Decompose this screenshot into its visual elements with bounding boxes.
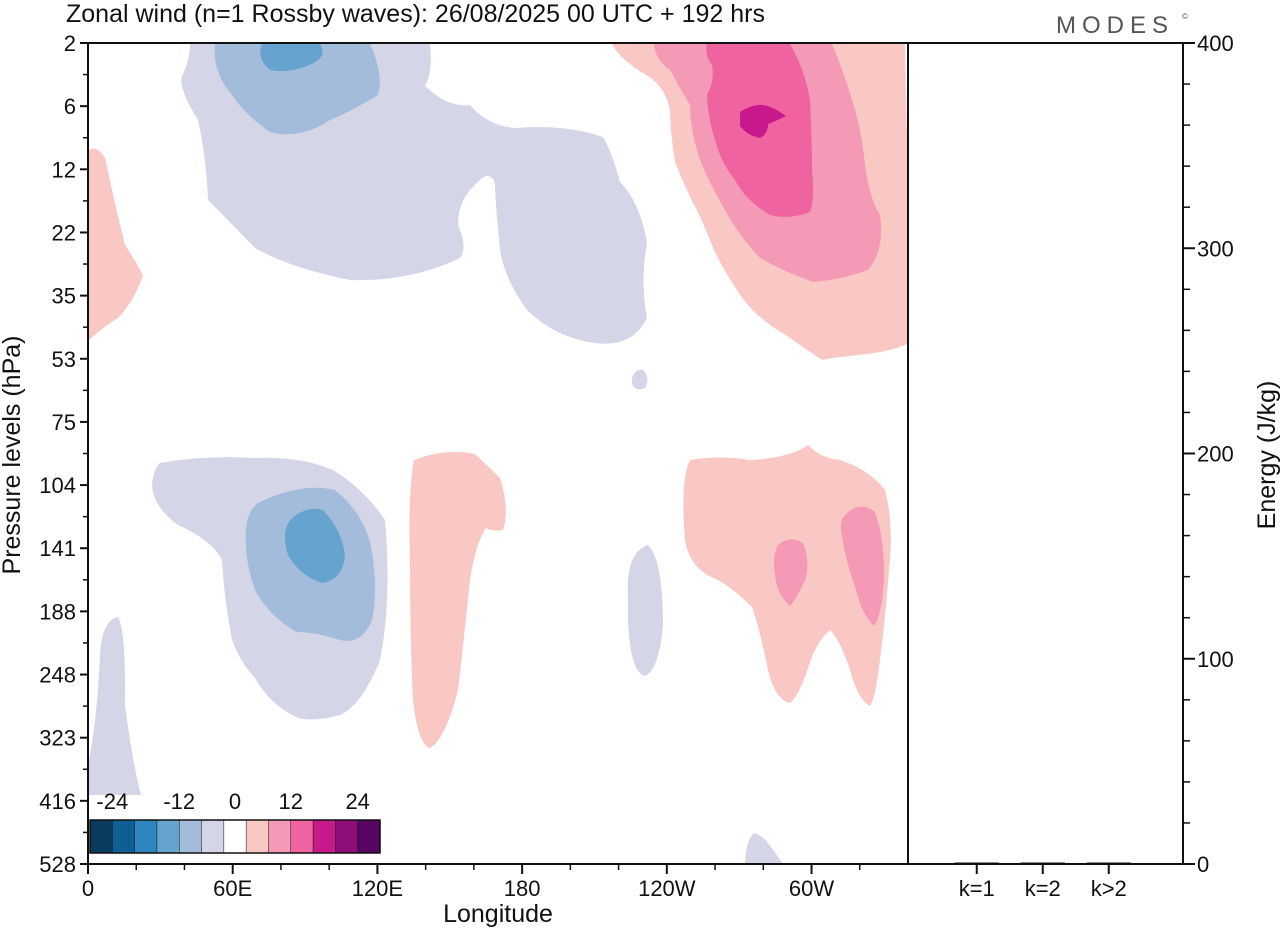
- colorbar-swatch: [290, 819, 314, 854]
- y-tick-labels: 2 6 12 22 35 53 75 104 141 188 248 323 416 528: [39, 31, 76, 877]
- x-axis-label: Longitude: [443, 900, 553, 928]
- y-tick-label: 528: [39, 852, 76, 877]
- brand-mark: ©: [1182, 12, 1188, 21]
- colorbar-swatch: [245, 819, 270, 854]
- colorbar-swatch: [134, 819, 158, 854]
- y-tick-label: 22: [52, 220, 76, 245]
- colorbar-swatch: [156, 819, 180, 854]
- colorbar-label: 12: [279, 789, 303, 814]
- africa-lower-easterly: [89, 617, 141, 805]
- y-tick-label: 75: [52, 410, 76, 435]
- colorbar-label: 0: [229, 789, 241, 814]
- y-tick-label: 35: [52, 284, 76, 309]
- x-tick-label: 60W: [789, 876, 834, 901]
- energy-tick-label: 100: [1197, 647, 1234, 672]
- x-tick-label: 120E: [352, 876, 403, 901]
- energy-tick-label: 300: [1197, 236, 1234, 261]
- surface-easterly-patch: [745, 833, 782, 863]
- lower-east-hemisphere-max: [284, 508, 345, 583]
- energy-panel-frame: [907, 42, 1184, 865]
- east-pacific-easterly: [627, 545, 663, 676]
- energy-bars: [954, 862, 1131, 864]
- lower-west-hemisphere-core-b: [840, 506, 885, 626]
- wavenumber-labels: k=1 k=2 k>2: [959, 876, 1127, 901]
- x-tick-label: 120W: [638, 876, 696, 901]
- colorbar-swatch: [112, 819, 136, 854]
- y-tick-label: 53: [52, 347, 76, 372]
- y-tick-label: 12: [52, 157, 76, 182]
- y-tick-label: 248: [39, 663, 76, 688]
- wavenumber-label: k=2: [1025, 876, 1061, 901]
- colorbar: -24 -12 0 12 24: [89, 789, 382, 860]
- colorbar-swatch: [223, 819, 247, 854]
- colorbar-swatch: [335, 819, 359, 854]
- x-tick-label: 180: [504, 876, 541, 901]
- stratosphere-easterly-blob: [632, 369, 648, 390]
- energy-bar-k=1: [954, 862, 999, 864]
- colorbar-swatch: [89, 819, 113, 854]
- x-tick-label: 60E: [213, 876, 252, 901]
- upper-east-hemisphere-core: [214, 44, 380, 135]
- colorbar-swatch: [201, 819, 225, 854]
- y-tick-label: 141: [39, 536, 76, 561]
- energy-tick-label: 0: [1197, 852, 1209, 877]
- colorbar-swatch: [357, 819, 381, 854]
- y-axis-label: Pressure levels (hPa): [0, 336, 26, 575]
- y-tick-label: 416: [39, 789, 76, 814]
- energy-tick-label: 400: [1197, 31, 1234, 56]
- y-tick-label: 6: [64, 94, 76, 119]
- wavenumber-label: k>2: [1091, 876, 1127, 901]
- central-pacific-westerly: [409, 452, 506, 748]
- colorbar-label: 24: [345, 789, 369, 814]
- colorbar-swatch: [178, 819, 203, 854]
- y-tick-label: 2: [64, 31, 76, 56]
- colorbar-swatches: [89, 819, 381, 854]
- energy-bar-k=2: [1020, 862, 1065, 864]
- y-tick-label: 323: [39, 726, 76, 751]
- upper-west-hemisphere-max: [740, 104, 786, 138]
- energy-bar-k>2: [1086, 862, 1131, 864]
- y-tick-label: 104: [39, 473, 76, 498]
- lower-west-hemisphere-core-a: [774, 539, 808, 606]
- colorbar-swatch: [312, 819, 336, 854]
- modes-logo: MODES ©: [1056, 12, 1188, 39]
- brand-name: MODES: [1056, 12, 1174, 39]
- x-tick-labels: 0 60E 120E 180 120W 60W: [82, 876, 835, 901]
- y-tick-label: 188: [39, 599, 76, 624]
- axis-ticks: [80, 42, 1195, 874]
- x-tick-label: 0: [82, 876, 94, 901]
- energy-tick-label: 200: [1197, 442, 1234, 467]
- zonal-wind-field: [89, 44, 907, 863]
- west-pacific-edge-westerly: [89, 148, 143, 340]
- wavenumber-label: k=1: [959, 876, 995, 901]
- energy-tick-labels: 0 100 200 300 400: [1197, 31, 1234, 877]
- energy-axis-label: Energy (J/kg): [1253, 381, 1280, 530]
- colorbar-labels: -24 -12 0 12 24: [96, 789, 370, 814]
- upper-east-hemisphere-max: [260, 44, 323, 72]
- colorbar-swatch: [268, 819, 292, 854]
- colorbar-label: -12: [163, 789, 195, 814]
- chart-title: Zonal wind (n=1 Rossby waves): 26/08/202…: [66, 0, 765, 28]
- colorbar-label: -24: [96, 789, 128, 814]
